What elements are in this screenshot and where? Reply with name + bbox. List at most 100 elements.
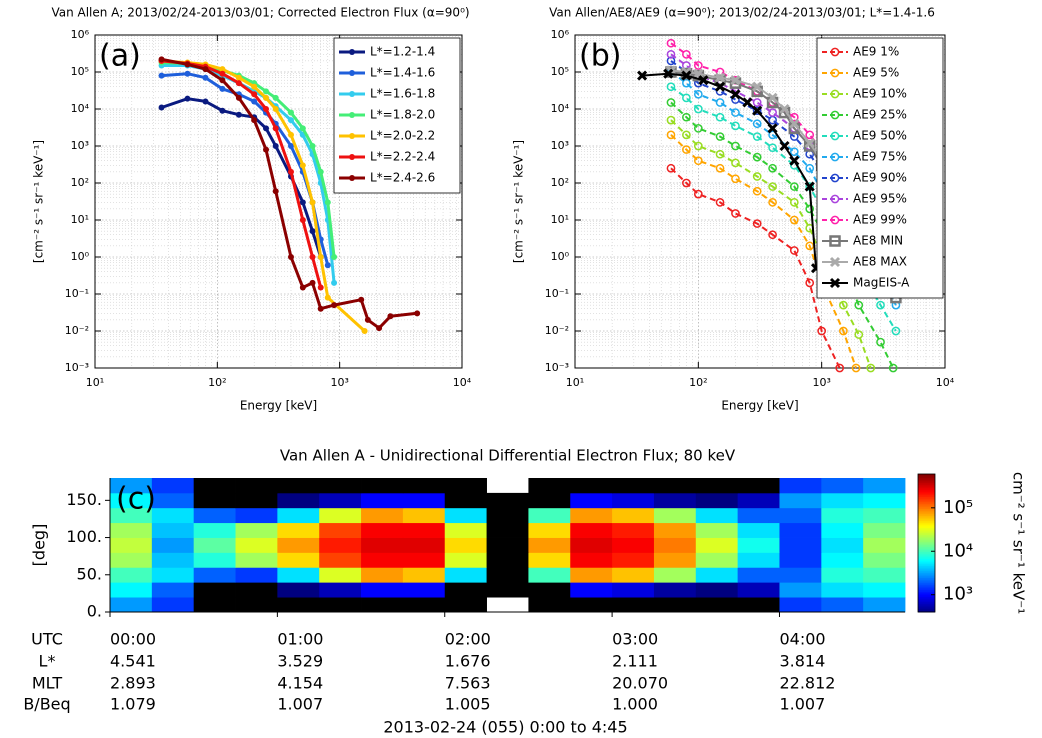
colorbar-strip xyxy=(918,489,935,492)
data-point xyxy=(317,254,324,260)
heatmap-cell xyxy=(193,567,236,583)
y-tick-label: 10⁶ xyxy=(551,28,570,41)
data-point xyxy=(387,313,394,320)
heatmap-cell xyxy=(151,582,195,598)
x-axis-label: Energy [keV] xyxy=(721,399,798,413)
colorbar-strip xyxy=(918,591,935,594)
data-point xyxy=(731,121,740,131)
series-line xyxy=(670,119,872,369)
heatmap-cell xyxy=(235,552,278,568)
x-tick-label: 10⁴ xyxy=(453,376,472,389)
series-line xyxy=(161,97,323,258)
x-tick-label: 01:00 xyxy=(277,630,323,649)
data-point xyxy=(693,141,703,151)
data-point xyxy=(715,112,725,122)
data-point xyxy=(666,82,676,92)
ephemeris-value: 1.000 xyxy=(612,695,658,714)
x-tick-label: 10² xyxy=(208,376,226,389)
heatmap-cell xyxy=(319,478,362,494)
data-point xyxy=(752,98,762,107)
data-point xyxy=(692,69,705,82)
data-point xyxy=(891,326,901,336)
heatmap-cell xyxy=(821,537,864,553)
data-point xyxy=(666,130,676,140)
heatmap-cell xyxy=(570,537,613,553)
chart-title: Van Allen/AE8/AE9 (α=90⁰); 2013/02/24-20… xyxy=(549,6,935,20)
heatmap-cell xyxy=(235,522,278,538)
heatmap-cell xyxy=(653,492,697,509)
data-point xyxy=(752,119,762,129)
heatmap-cell xyxy=(110,507,153,524)
colorbar-tick-label: 10⁴ xyxy=(943,540,973,561)
legend-label: AE8 MAX xyxy=(853,255,907,269)
data-point xyxy=(331,279,338,286)
legend-label: AE9 25% xyxy=(853,108,907,122)
data-point xyxy=(682,178,691,188)
data-point xyxy=(715,132,725,141)
heatmap-cell xyxy=(528,478,571,494)
data-point xyxy=(219,77,226,84)
heatmap-cell xyxy=(570,507,613,524)
heatmap-cell xyxy=(612,597,655,613)
heatmap-cell xyxy=(110,478,153,494)
data-point xyxy=(779,103,790,115)
colorbar-strip xyxy=(918,586,935,589)
x-axis-label: Energy [keV] xyxy=(240,399,317,413)
heatmap-cell xyxy=(402,537,446,553)
data-point xyxy=(682,112,691,122)
y-tick-label: 10⁵ xyxy=(71,65,89,78)
data-point xyxy=(158,72,165,79)
colorbar-strip xyxy=(918,601,935,604)
colorbar-strip xyxy=(918,525,935,528)
legend-marker xyxy=(829,256,841,268)
x-tick-label: 00:00 xyxy=(110,630,156,649)
data-point xyxy=(272,106,279,112)
data-point xyxy=(752,132,762,141)
colorbar-strip xyxy=(918,567,935,570)
data-point xyxy=(309,228,316,235)
colorbar-strip xyxy=(918,582,935,585)
x-tick-label: 03:00 xyxy=(612,630,658,649)
x-tick-label: 10³ xyxy=(330,376,348,389)
colorbar-strip xyxy=(918,491,935,494)
heatmap-cell xyxy=(235,567,278,583)
series-line xyxy=(161,59,323,288)
heatmap-cell xyxy=(277,552,320,568)
colorbar-strip xyxy=(918,496,935,499)
heatmap-cell xyxy=(151,522,195,538)
heatmap-cell xyxy=(193,552,236,568)
ephemeris-label: MLT xyxy=(32,674,63,693)
heatmap-cell xyxy=(361,552,404,568)
heatmap-cell xyxy=(653,537,697,553)
data-point xyxy=(805,278,815,288)
data-point xyxy=(789,155,800,166)
heatmap-cell xyxy=(319,582,362,598)
colorbar-strip xyxy=(918,515,935,518)
data-point xyxy=(714,72,726,83)
heatmap-cell xyxy=(570,582,613,598)
colorbar-strip xyxy=(918,606,935,610)
data-point xyxy=(263,146,270,153)
heatmap-cell xyxy=(151,478,195,494)
data-point xyxy=(287,131,294,138)
heatmap-cell xyxy=(779,537,822,553)
data-point xyxy=(364,316,371,323)
colorbar-strip xyxy=(918,477,935,480)
y-tick-label: 10² xyxy=(71,176,89,189)
colorbar-strip xyxy=(918,551,935,554)
heatmap-cell xyxy=(779,507,822,524)
heatmap-cell xyxy=(361,567,404,583)
colorbar-tick-label: 10³ xyxy=(943,584,973,605)
colorbar-strip xyxy=(918,498,935,501)
heatmap-cell xyxy=(402,582,446,598)
heatmap-cell xyxy=(151,567,195,583)
colorbar-strip xyxy=(918,596,935,599)
x-tick-label: 10³ xyxy=(812,376,830,389)
colorbar-strip xyxy=(918,527,935,530)
data-point xyxy=(789,246,799,255)
heatmap-cell xyxy=(193,507,236,524)
data-point xyxy=(767,92,778,103)
ephemeris-value: 4.154 xyxy=(277,674,323,693)
heatmap-cell xyxy=(319,537,362,553)
heatmap-cell xyxy=(277,582,320,598)
